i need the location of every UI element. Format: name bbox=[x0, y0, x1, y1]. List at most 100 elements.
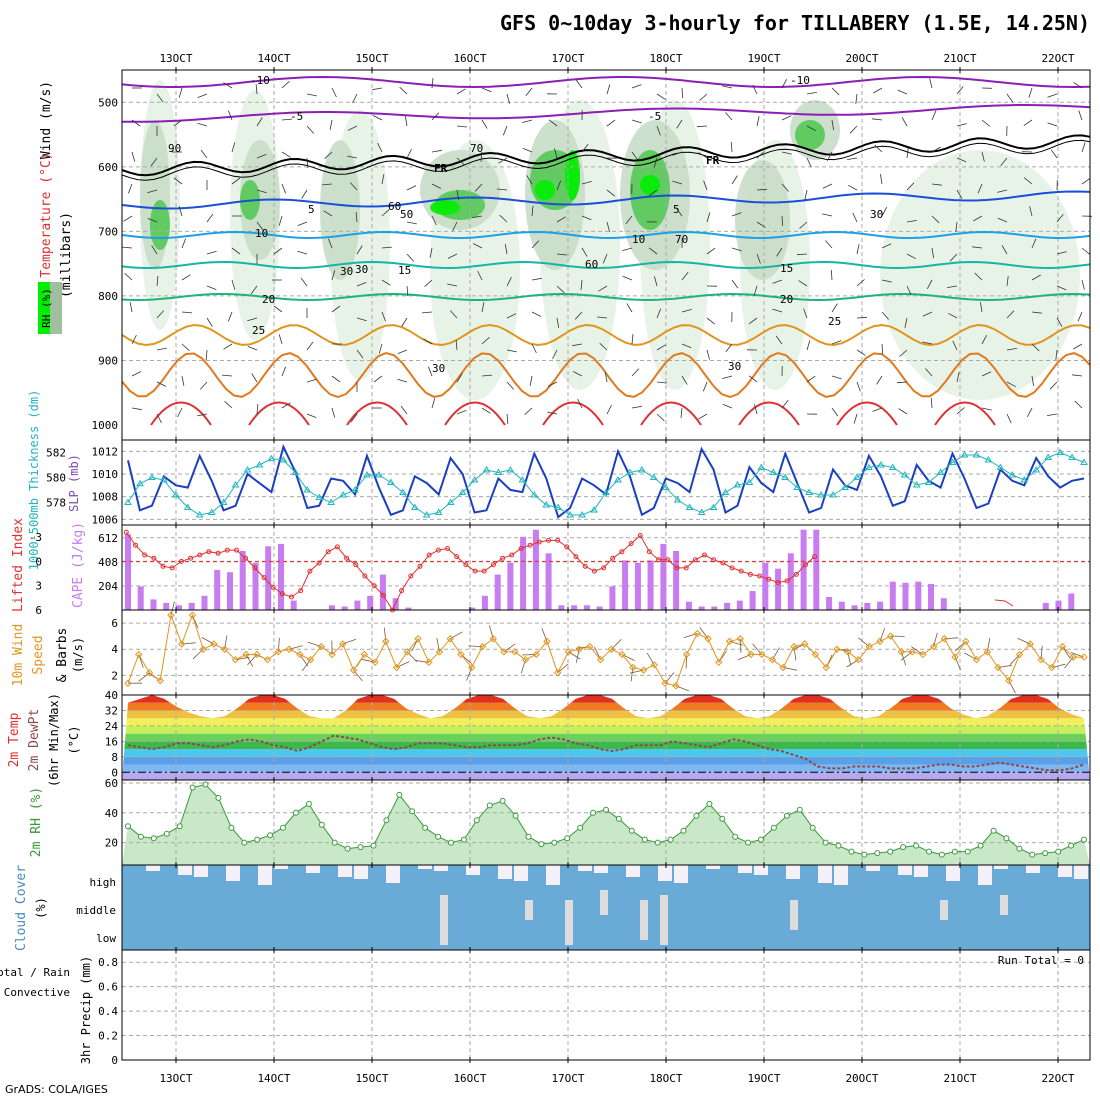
cape-bar bbox=[928, 584, 934, 610]
cape-bar bbox=[558, 605, 564, 610]
rh2m-point bbox=[694, 813, 699, 818]
temp2m-axis-label-b: 2m DewPt bbox=[27, 709, 42, 772]
cloud-high-gap bbox=[818, 865, 832, 883]
cloud-mid-low-gap bbox=[640, 900, 648, 940]
rh2m-point bbox=[565, 836, 570, 841]
rh2m-point bbox=[797, 807, 802, 812]
rh2m-point bbox=[281, 825, 286, 830]
cape-y-tick: 204 bbox=[98, 580, 118, 593]
rh2m-point bbox=[268, 833, 273, 838]
rh2m-point bbox=[242, 840, 247, 845]
cape-bar bbox=[877, 602, 883, 610]
cape-bar bbox=[903, 583, 909, 610]
cloud-high-gap bbox=[1026, 865, 1040, 873]
lifted-index-tail bbox=[995, 600, 1013, 606]
rh2m-point bbox=[436, 834, 441, 839]
rh2m-axis-label: 2m RH (%) bbox=[29, 787, 44, 857]
contour-label: -10 bbox=[790, 74, 810, 87]
upper-air-y-tick: 900 bbox=[98, 354, 118, 367]
rh2m-point bbox=[1004, 836, 1009, 841]
rh2m-point bbox=[591, 810, 596, 815]
cloud-high-gap bbox=[578, 865, 592, 871]
temp-band bbox=[122, 710, 1090, 718]
upper-air-y-tick: 500 bbox=[98, 96, 118, 109]
rh2m-point bbox=[1082, 837, 1087, 842]
cloud-high-gap bbox=[1058, 865, 1072, 877]
cape-bar bbox=[482, 596, 488, 610]
temp-band bbox=[122, 695, 1090, 703]
rh-legend-label: RH (%) bbox=[40, 288, 53, 328]
bottom-x-tick-label: 21OCT bbox=[943, 1072, 976, 1085]
cape-bar bbox=[1068, 594, 1074, 611]
wind10m-y-tick: 2 bbox=[111, 669, 118, 682]
cape-bar bbox=[533, 530, 539, 610]
temp2m-y-tick: 24 bbox=[105, 720, 119, 733]
wind10m-axis-label-b: Speed bbox=[31, 635, 46, 674]
rh2m-point bbox=[927, 849, 932, 854]
cape-bar bbox=[801, 530, 807, 610]
rh2m-point bbox=[371, 843, 376, 848]
cape-bar bbox=[125, 534, 131, 610]
rh2m-point bbox=[604, 807, 609, 812]
rh2m-point bbox=[293, 810, 298, 815]
rh-contour-label: 70 bbox=[675, 233, 688, 246]
bottom-x-tick-label: 19OCT bbox=[747, 1072, 780, 1085]
cloud-high-gap bbox=[258, 865, 272, 885]
cloud-high-gap bbox=[754, 865, 768, 875]
cape-bar bbox=[151, 599, 157, 610]
cloud-mid-low-gap bbox=[440, 895, 448, 945]
cape-bar bbox=[852, 605, 858, 610]
thickness-y-tick: 580 bbox=[46, 472, 66, 485]
contour-label: 15 bbox=[780, 262, 793, 275]
rh2m-point bbox=[875, 851, 880, 856]
rh2m-point bbox=[410, 809, 415, 814]
cloud-high-gap bbox=[338, 865, 352, 877]
rh2m-point bbox=[965, 849, 970, 854]
rh2m-point bbox=[358, 845, 363, 850]
rh2m-point bbox=[978, 843, 983, 848]
rh-contour-label: 70 bbox=[470, 142, 483, 155]
cape-bar bbox=[737, 601, 743, 610]
cloud-high-gap bbox=[994, 865, 1008, 869]
cloud-high-gap bbox=[178, 865, 192, 875]
contour-label: 30 bbox=[432, 362, 445, 375]
cloud-high-gap bbox=[466, 865, 480, 875]
cape-bar bbox=[915, 582, 921, 610]
contour-label: 20 bbox=[780, 293, 793, 306]
rh2m-point bbox=[1017, 846, 1022, 851]
cape-bar bbox=[699, 607, 705, 611]
cape-bar bbox=[584, 605, 590, 610]
rh2m-point bbox=[229, 825, 234, 830]
cloud-high-gap bbox=[594, 865, 608, 873]
contour-label: 30 bbox=[728, 360, 741, 373]
contour-label: 15 bbox=[398, 264, 411, 277]
temp-band bbox=[122, 772, 1090, 780]
rh2m-point bbox=[151, 836, 156, 841]
lifted-index-y-tick: 3 bbox=[35, 580, 42, 593]
rh2m-point bbox=[733, 834, 738, 839]
rh2m-point bbox=[616, 816, 621, 821]
lifted-index-axis-label: Lifted Index bbox=[11, 518, 26, 612]
lifted-index-y-tick: -3 bbox=[29, 531, 42, 544]
precip-y-tick: 0.4 bbox=[98, 1005, 118, 1018]
cape-bar bbox=[609, 586, 615, 610]
rh2m-point bbox=[423, 825, 428, 830]
lifted-index-y-tick: 6 bbox=[35, 604, 42, 617]
temp2m-y-tick: 40 bbox=[105, 689, 118, 702]
slp-line bbox=[128, 447, 1084, 517]
cape-bar bbox=[291, 601, 297, 610]
cloud-high-gap bbox=[738, 865, 752, 873]
rh2m-point bbox=[707, 801, 712, 806]
chart-title: GFS 0~10day 3-hourly for TILLABERY (1.5E… bbox=[500, 11, 1090, 35]
rh2m-point bbox=[190, 785, 195, 790]
cloud-mid-low-gap bbox=[790, 900, 798, 930]
rh2m-point bbox=[552, 840, 557, 845]
wind-axis-label: Wind (m/s) bbox=[39, 81, 54, 159]
cape-bar bbox=[597, 607, 603, 611]
contour-label: 20 bbox=[262, 293, 275, 306]
cape-bar bbox=[648, 560, 654, 610]
bottom-x-tick-label: 20OCT bbox=[845, 1072, 878, 1085]
cloud-high-gap bbox=[626, 865, 640, 877]
